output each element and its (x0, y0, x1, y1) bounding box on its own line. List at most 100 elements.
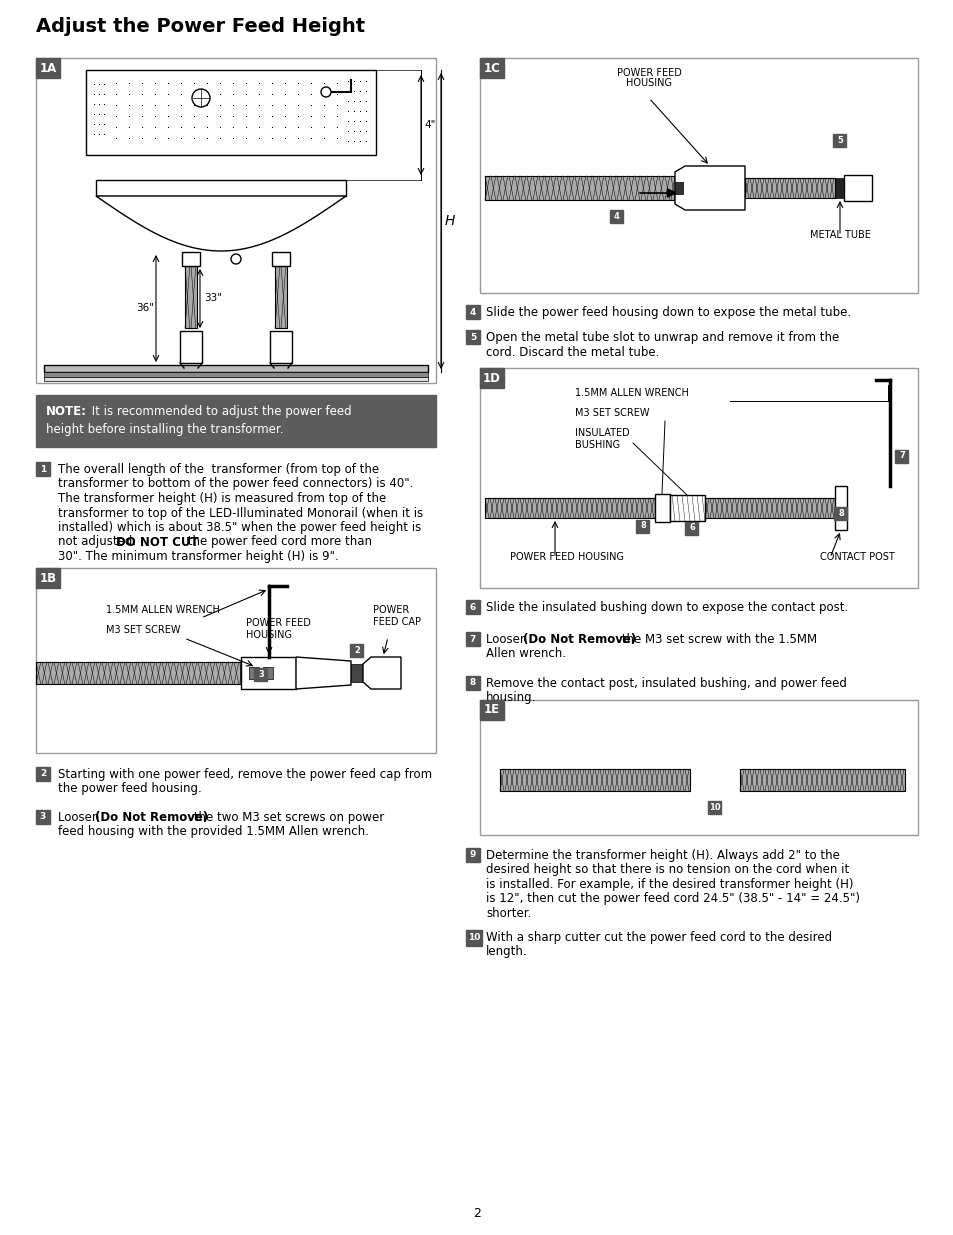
Text: 4: 4 (469, 308, 476, 316)
FancyBboxPatch shape (479, 58, 917, 293)
Text: 1C: 1C (483, 62, 500, 74)
Text: is installed. For example, if the desired transformer height (H): is installed. For example, if the desire… (485, 878, 853, 890)
FancyBboxPatch shape (254, 668, 267, 682)
FancyBboxPatch shape (479, 700, 917, 835)
FancyBboxPatch shape (96, 180, 346, 196)
FancyBboxPatch shape (465, 676, 479, 690)
Text: H: H (444, 214, 455, 228)
FancyBboxPatch shape (843, 175, 871, 201)
Circle shape (320, 86, 331, 98)
FancyBboxPatch shape (270, 331, 292, 363)
FancyBboxPatch shape (465, 305, 479, 319)
Text: HOUSING: HOUSING (246, 630, 292, 640)
Text: desired height so that there is no tension on the cord when it: desired height so that there is no tensi… (485, 863, 848, 877)
FancyBboxPatch shape (610, 210, 623, 222)
Text: 9: 9 (469, 851, 476, 860)
FancyBboxPatch shape (36, 767, 50, 781)
Polygon shape (295, 657, 351, 689)
FancyBboxPatch shape (685, 521, 698, 535)
FancyBboxPatch shape (36, 462, 50, 475)
FancyBboxPatch shape (263, 667, 273, 679)
FancyBboxPatch shape (655, 494, 669, 522)
Text: 8: 8 (639, 521, 645, 531)
Text: cord. Discard the metal tube.: cord. Discard the metal tube. (485, 346, 659, 358)
FancyBboxPatch shape (895, 450, 907, 462)
FancyBboxPatch shape (740, 769, 904, 790)
Text: Determine the transformer height (H). Always add 2" to the: Determine the transformer height (H). Al… (485, 848, 839, 862)
Text: 2: 2 (40, 769, 46, 778)
Text: is 12", then cut the power feed cord 24.5" (38.5" - 14" = 24.5"): is 12", then cut the power feed cord 24.… (485, 893, 859, 905)
FancyBboxPatch shape (465, 330, 479, 345)
Text: shorter.: shorter. (485, 906, 531, 920)
Text: transformer to top of the LED-Illuminated Monorail (when it is: transformer to top of the LED-Illuminate… (58, 506, 423, 520)
Text: The overall length of the  transformer (from top of the: The overall length of the transformer (f… (58, 463, 378, 475)
Text: POWER FEED HOUSING: POWER FEED HOUSING (510, 552, 623, 562)
Text: DO NOT CUT: DO NOT CUT (116, 536, 198, 548)
FancyBboxPatch shape (708, 802, 720, 815)
Text: HOUSING: HOUSING (625, 78, 671, 88)
Text: POWER FEED: POWER FEED (616, 68, 680, 78)
Polygon shape (363, 657, 400, 689)
Text: (Do Not Remove): (Do Not Remove) (95, 811, 208, 824)
FancyBboxPatch shape (484, 177, 675, 200)
Circle shape (192, 89, 210, 107)
FancyBboxPatch shape (744, 178, 834, 198)
FancyBboxPatch shape (834, 506, 846, 520)
Text: 5: 5 (836, 136, 842, 144)
FancyBboxPatch shape (36, 395, 436, 447)
Text: Slide the power feed housing down to expose the metal tube.: Slide the power feed housing down to exp… (485, 306, 850, 319)
FancyBboxPatch shape (36, 662, 241, 684)
FancyBboxPatch shape (44, 377, 428, 382)
Text: Slide the insulated bushing down to expose the contact post.: Slide the insulated bushing down to expo… (485, 601, 847, 614)
Text: 2: 2 (473, 1207, 480, 1220)
Text: 10: 10 (708, 804, 720, 813)
FancyBboxPatch shape (484, 498, 655, 517)
FancyBboxPatch shape (465, 848, 479, 862)
FancyBboxPatch shape (479, 368, 917, 588)
Text: 5: 5 (470, 332, 476, 342)
Text: 2: 2 (354, 646, 359, 656)
FancyBboxPatch shape (241, 657, 295, 689)
Text: INSULATED: INSULATED (575, 429, 629, 438)
Text: length.: length. (485, 946, 527, 958)
FancyBboxPatch shape (36, 58, 60, 78)
Text: the power feed housing.: the power feed housing. (58, 783, 201, 795)
Text: POWER: POWER (373, 605, 409, 615)
Text: 1.5MM ALLEN WRENCH: 1.5MM ALLEN WRENCH (575, 388, 688, 398)
Text: With a sharp cutter cut the power feed cord to the desired: With a sharp cutter cut the power feed c… (485, 931, 831, 944)
Text: 30". The minimum transformer height (H) is 9".: 30". The minimum transformer height (H) … (58, 550, 338, 563)
FancyBboxPatch shape (465, 600, 479, 614)
Text: Loosen: Loosen (485, 634, 531, 646)
Text: 3: 3 (40, 813, 46, 821)
Text: METAL TUBE: METAL TUBE (809, 230, 869, 240)
FancyBboxPatch shape (351, 664, 363, 682)
Text: 10: 10 (467, 934, 479, 942)
Text: 1B: 1B (39, 572, 56, 584)
FancyBboxPatch shape (350, 645, 363, 657)
Text: 4": 4" (423, 120, 435, 130)
Text: Remove the contact post, insulated bushing, and power feed: Remove the contact post, insulated bushi… (485, 677, 846, 690)
Text: the M3 set screw with the 1.5MM: the M3 set screw with the 1.5MM (618, 634, 817, 646)
Text: FEED CAP: FEED CAP (373, 618, 420, 627)
Text: 33": 33" (204, 293, 222, 303)
FancyBboxPatch shape (704, 498, 834, 517)
Text: 7: 7 (898, 452, 904, 461)
FancyBboxPatch shape (834, 178, 843, 198)
Text: BUSHING: BUSHING (575, 440, 619, 450)
FancyBboxPatch shape (36, 568, 60, 588)
FancyBboxPatch shape (182, 252, 200, 266)
Text: the two M3 set screws on power: the two M3 set screws on power (190, 811, 384, 824)
Text: 1.5MM ALLEN WRENCH: 1.5MM ALLEN WRENCH (106, 605, 219, 615)
Text: 3: 3 (258, 671, 264, 679)
FancyBboxPatch shape (86, 70, 375, 156)
FancyBboxPatch shape (479, 368, 503, 388)
FancyBboxPatch shape (44, 372, 428, 377)
FancyBboxPatch shape (44, 366, 428, 372)
FancyBboxPatch shape (465, 632, 479, 646)
Circle shape (231, 254, 241, 264)
FancyBboxPatch shape (479, 58, 503, 78)
Text: NOTE:: NOTE: (46, 405, 87, 417)
FancyBboxPatch shape (274, 266, 287, 329)
Text: installed) which is about 38.5" when the power feed height is: installed) which is about 38.5" when the… (58, 521, 421, 534)
Text: 6: 6 (470, 603, 476, 611)
